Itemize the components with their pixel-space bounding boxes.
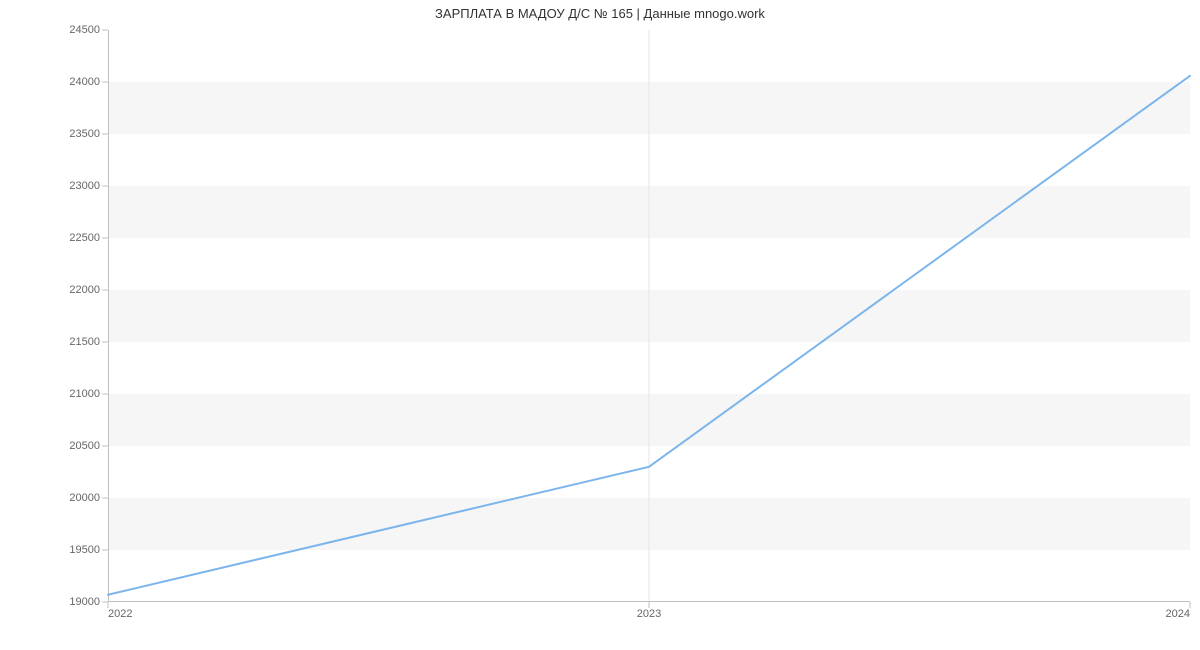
y-tick-label: 21500 — [69, 336, 100, 348]
x-tick-label: 2022 — [108, 608, 132, 620]
salary-line-chart: ЗАРПЛАТА В МАДОУ Д/С № 165 | Данные mnog… — [0, 0, 1200, 650]
plot-svg — [108, 30, 1190, 602]
plot-area: 1900019500200002050021000215002200022500… — [108, 30, 1190, 602]
y-tick-label: 21000 — [69, 388, 100, 400]
y-tick-label: 20000 — [69, 492, 100, 504]
y-tick-label: 20500 — [69, 440, 100, 452]
y-tick-label: 22500 — [69, 232, 100, 244]
y-tick-label: 19500 — [69, 544, 100, 556]
y-tick-label: 23500 — [69, 128, 100, 140]
y-tick-label: 24500 — [69, 24, 100, 36]
y-tick-label: 24000 — [69, 76, 100, 88]
chart-title: ЗАРПЛАТА В МАДОУ Д/С № 165 | Данные mnog… — [0, 6, 1200, 21]
y-tick-label: 22000 — [69, 284, 100, 296]
y-tick-label: 19000 — [69, 596, 100, 608]
y-tick-label: 23000 — [69, 180, 100, 192]
x-tick-label: 2023 — [637, 608, 661, 620]
x-tick-label: 2024 — [1166, 608, 1190, 620]
